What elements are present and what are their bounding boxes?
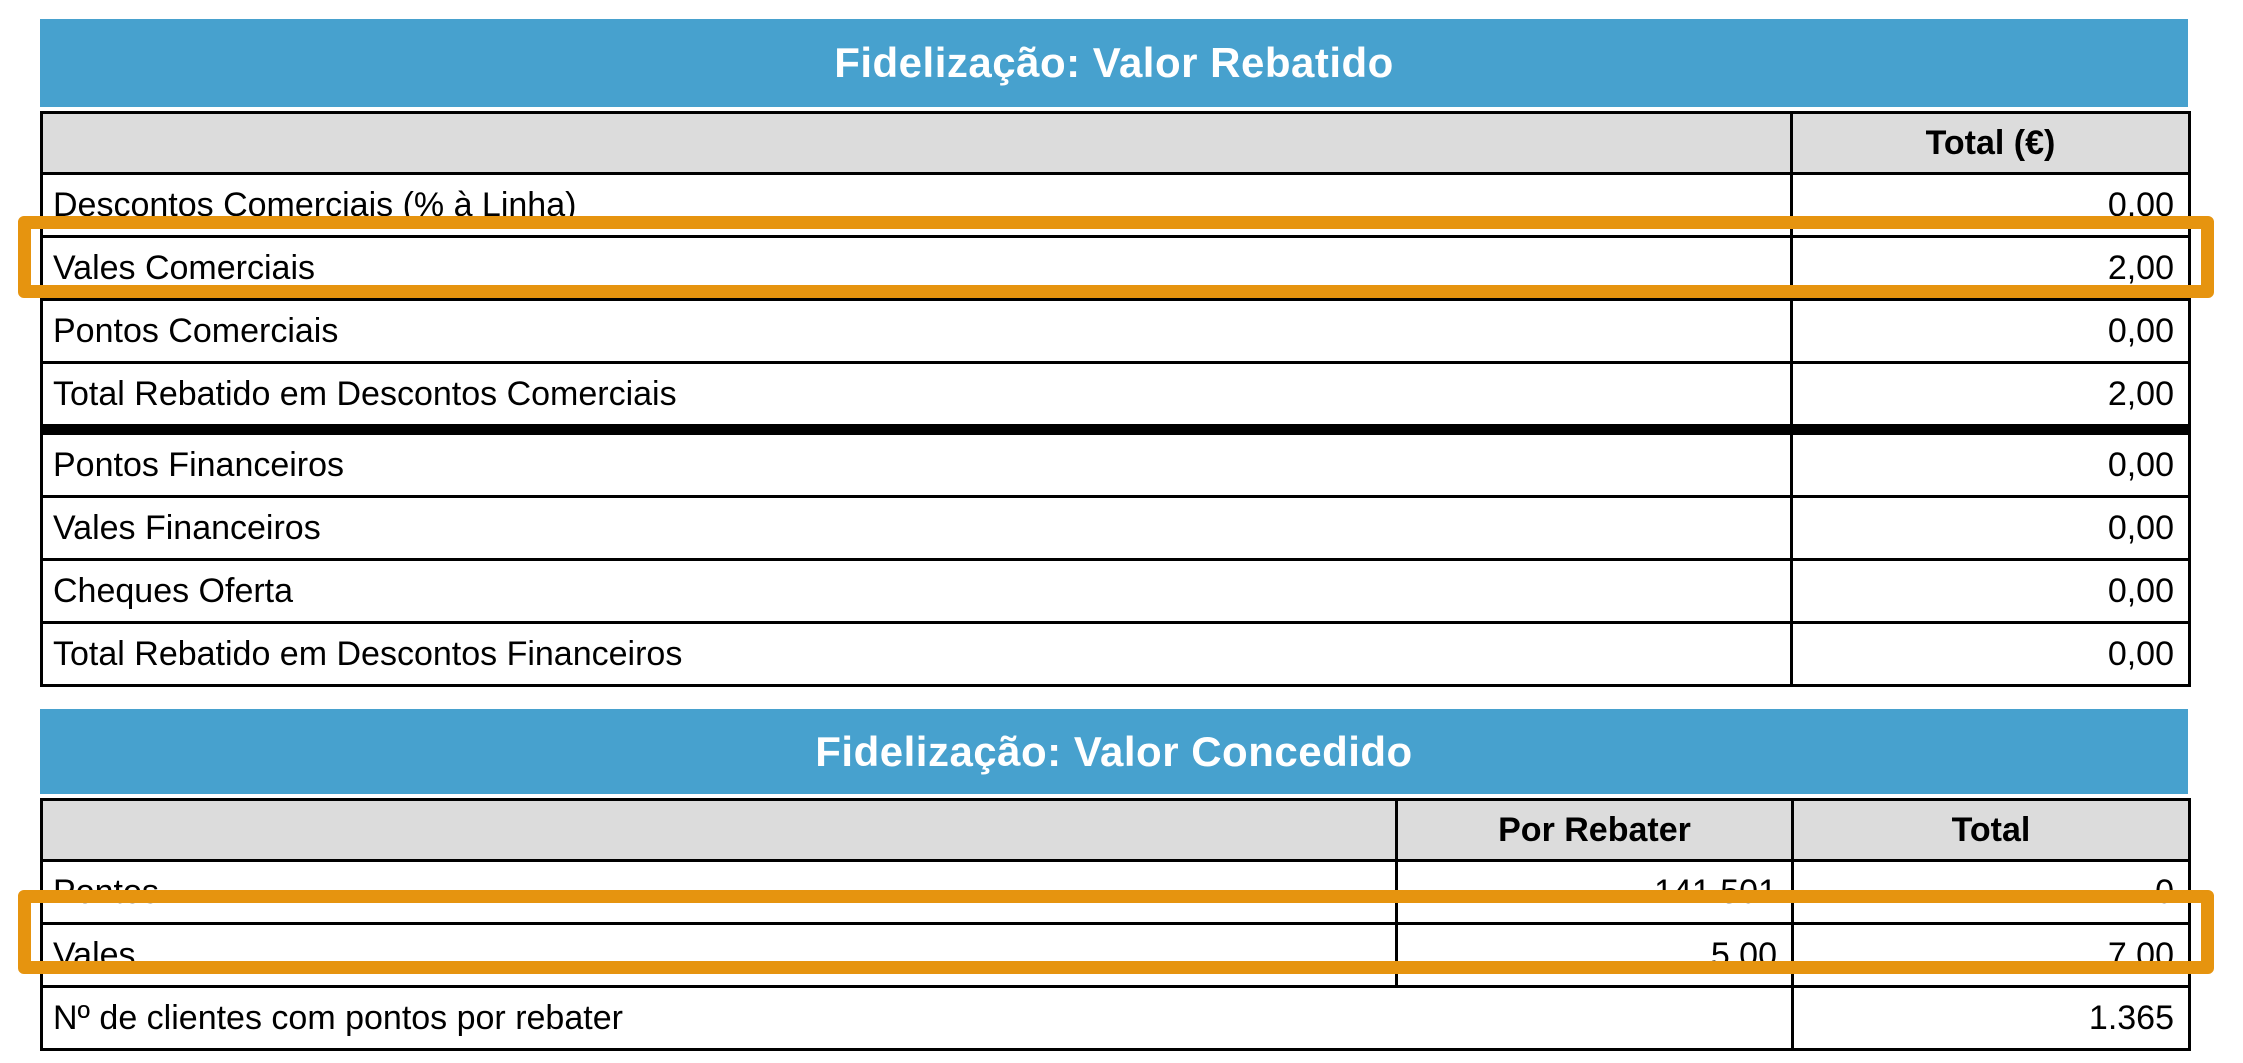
table-row-vales-financeiros: Vales Financeiros 0,00 xyxy=(40,495,2191,561)
table-row-descontos-comerciais: Descontos Comerciais (% à Linha) 0,00 xyxy=(40,172,2191,238)
row-label: Vales Comerciais xyxy=(40,235,1793,301)
table-row-pontos-comerciais: Pontos Comerciais 0,00 xyxy=(40,298,2191,364)
row-label: Nº de clientes com pontos por rebater xyxy=(40,985,1794,1051)
row-value: 2,00 xyxy=(1790,235,2191,301)
table-row-clientes-por-rebater: Nº de clientes com pontos por rebater 1.… xyxy=(40,985,2191,1051)
row-label: Pontos xyxy=(40,859,1398,925)
valor-rebatido-title-bar: Fidelização: Valor Rebatido xyxy=(40,19,2188,107)
valor-concedido-header-row: Por Rebater Total xyxy=(40,798,2191,862)
valor-rebatido-header-row: Total (€) xyxy=(40,111,2191,175)
row-value: 0,00 xyxy=(1790,495,2191,561)
table-row-pontos-financeiros: Pontos Financeiros 0,00 xyxy=(40,428,2191,498)
row-value-total: 1.365 xyxy=(1791,985,2191,1051)
table-row-pontos: Pontos 141.501 0 xyxy=(40,859,2191,925)
valor-concedido-title: Fidelização: Valor Concedido xyxy=(815,728,1413,775)
valor-rebatido-title: Fidelização: Valor Rebatido xyxy=(834,39,1394,86)
empty-header-cell xyxy=(40,111,1793,175)
row-value-por-rebater: 141.501 xyxy=(1395,859,1794,925)
row-value-total: 0 xyxy=(1791,859,2191,925)
valor-concedido-title-bar: Fidelização: Valor Concedido xyxy=(40,709,2188,794)
row-label: Total Rebatido em Descontos Comerciais xyxy=(40,361,1793,435)
total-column-header: Total xyxy=(1791,798,2191,862)
row-label: Vales xyxy=(40,922,1398,988)
row-value: 0,00 xyxy=(1790,621,2191,687)
table-row-total-rebatido-comerciais: Total Rebatido em Descontos Comerciais 2… xyxy=(40,361,2191,435)
row-label: Vales Financeiros xyxy=(40,495,1793,561)
row-value: 2,00 xyxy=(1790,361,2191,435)
empty-header-cell xyxy=(40,798,1398,862)
total-eur-column-header: Total (€) xyxy=(1790,111,2191,175)
valor-rebatido-table: Total (€) Descontos Comerciais (% à Linh… xyxy=(40,111,2191,687)
row-value: 0,00 xyxy=(1790,428,2191,498)
valor-concedido-table: Por Rebater Total Pontos 141.501 0 Vales… xyxy=(40,798,2191,1051)
row-value-por-rebater: 5,00 xyxy=(1395,922,1794,988)
row-value: 0,00 xyxy=(1790,558,2191,624)
por-rebater-column-header: Por Rebater xyxy=(1395,798,1794,862)
row-label: Pontos Comerciais xyxy=(40,298,1793,364)
report-page: Fidelização: Valor Rebatido Total (€) De… xyxy=(40,19,2191,1051)
row-label: Pontos Financeiros xyxy=(40,428,1793,498)
row-value-total: 7,00 xyxy=(1791,922,2191,988)
row-label: Total Rebatido em Descontos Financeiros xyxy=(40,621,1793,687)
table-row-vales-comerciais: Vales Comerciais 2,00 xyxy=(40,235,2191,301)
row-value: 0,00 xyxy=(1790,172,2191,238)
table-row-vales: Vales 5,00 7,00 xyxy=(40,922,2191,988)
row-label: Descontos Comerciais (% à Linha) xyxy=(40,172,1793,238)
table-row-cheques-oferta: Cheques Oferta 0,00 xyxy=(40,558,2191,624)
row-value: 0,00 xyxy=(1790,298,2191,364)
row-label: Cheques Oferta xyxy=(40,558,1793,624)
table-row-total-rebatido-financeiros: Total Rebatido em Descontos Financeiros … xyxy=(40,621,2191,687)
